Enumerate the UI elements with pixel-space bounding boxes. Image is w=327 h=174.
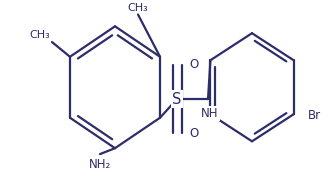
Text: Br: Br (308, 109, 321, 122)
Text: NH: NH (201, 107, 219, 120)
Text: O: O (189, 58, 198, 71)
Text: O: O (189, 127, 198, 140)
Text: CH₃: CH₃ (128, 3, 148, 13)
Text: NH₂: NH₂ (89, 158, 111, 171)
Text: CH₃: CH₃ (29, 30, 50, 40)
Text: S: S (172, 92, 182, 106)
